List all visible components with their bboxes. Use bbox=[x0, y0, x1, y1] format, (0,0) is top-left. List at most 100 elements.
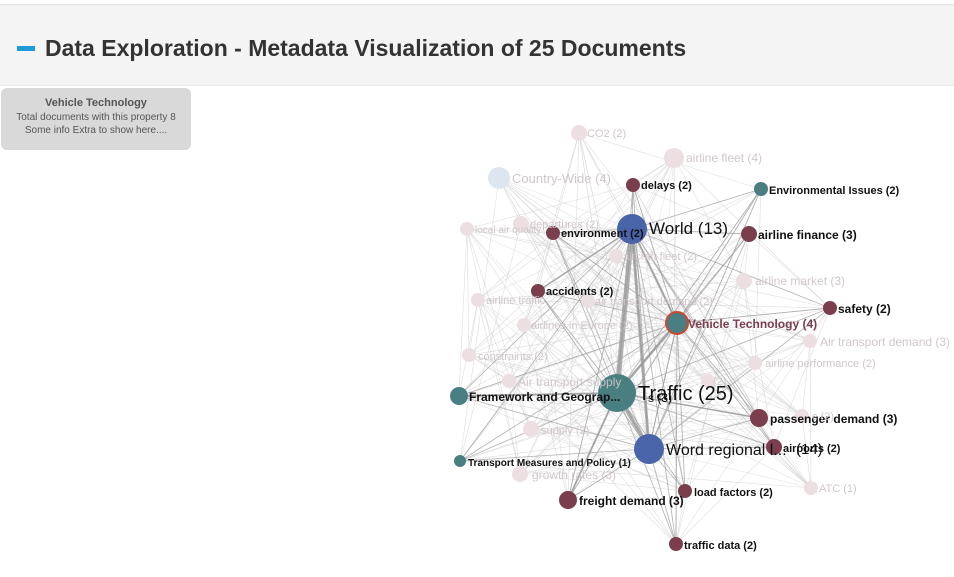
graph-edge bbox=[537, 290, 756, 364]
page-title: Data Exploration - Metadata Visualizatio… bbox=[45, 35, 687, 61]
graph-edge bbox=[614, 228, 635, 394]
graph-edge bbox=[519, 448, 650, 475]
node-airline-finance[interactable] bbox=[741, 226, 757, 242]
node-airports[interactable] bbox=[766, 439, 782, 455]
graph-edge bbox=[459, 228, 633, 462]
node-faded-right[interactable] bbox=[795, 409, 809, 423]
graph-edge bbox=[675, 490, 686, 545]
node-transport-measures[interactable] bbox=[454, 455, 466, 467]
graph-edge bbox=[552, 232, 678, 324]
graph-edge bbox=[552, 232, 750, 235]
graph-edge bbox=[567, 322, 678, 501]
graph-edge bbox=[477, 299, 677, 545]
node-growth-rates[interactable] bbox=[512, 466, 528, 482]
graph-edge bbox=[530, 322, 678, 430]
graph-edge bbox=[648, 157, 675, 450]
graph-edge bbox=[523, 324, 650, 450]
node-word-regional[interactable] bbox=[634, 434, 664, 464]
graph-edge bbox=[648, 446, 775, 450]
node-air-transport-demand-2[interactable] bbox=[581, 294, 595, 308]
node-load-factors[interactable] bbox=[678, 484, 692, 498]
graph-edge bbox=[567, 362, 756, 501]
menu-toggle-icon[interactable] bbox=[17, 46, 35, 51]
graph-edge bbox=[459, 460, 812, 489]
graph-edge bbox=[477, 299, 618, 394]
node-label-departures: departures (2) bbox=[530, 219, 599, 231]
graph-edge bbox=[648, 362, 756, 450]
graph-edge bbox=[498, 177, 678, 324]
graph-edge bbox=[631, 228, 803, 417]
node-airlines-in-europe[interactable] bbox=[517, 318, 531, 332]
graph-edge bbox=[498, 177, 633, 230]
node-label-delays: delays (2) bbox=[641, 180, 692, 192]
graph-edge bbox=[648, 340, 811, 450]
node-traffic-data[interactable] bbox=[669, 537, 683, 551]
node-label-framework: Framework and Geograp... bbox=[469, 390, 620, 404]
node-airline-performance[interactable] bbox=[748, 356, 762, 370]
node-departures[interactable] bbox=[513, 216, 529, 232]
node-environmental-issues[interactable] bbox=[754, 182, 768, 196]
node-label-transport-measures: Transport Measures and Policy (1) bbox=[468, 458, 631, 469]
graph-edge bbox=[537, 228, 633, 292]
graph-edge bbox=[458, 299, 479, 397]
graph-edge bbox=[707, 380, 803, 417]
graph-edge bbox=[468, 322, 678, 356]
graph-edge bbox=[523, 188, 762, 326]
node-label-load-factors: load factors (2) bbox=[694, 487, 773, 499]
node-label-freight-demand: freight demand (3) bbox=[579, 494, 684, 508]
node-country-wide[interactable] bbox=[488, 167, 510, 189]
graph-edge bbox=[468, 354, 618, 394]
graph-edge bbox=[631, 228, 811, 342]
node-world[interactable] bbox=[617, 214, 647, 244]
node-airline-traffic[interactable] bbox=[471, 293, 485, 307]
node-constraints[interactable] bbox=[462, 348, 476, 362]
graph-edge bbox=[616, 280, 745, 394]
graph-edge bbox=[616, 392, 760, 419]
graph-edge bbox=[458, 395, 650, 450]
graph-edge bbox=[508, 380, 650, 450]
graph-edge bbox=[673, 157, 678, 324]
graph-edge bbox=[520, 223, 589, 302]
tooltip-line-1: Total documents with this property 8 bbox=[16, 112, 176, 123]
graph-edge bbox=[477, 232, 554, 301]
node-supply[interactable] bbox=[523, 421, 539, 437]
node-local-air-quality[interactable] bbox=[460, 222, 474, 236]
graph-edge bbox=[508, 380, 532, 430]
graph-edge bbox=[801, 415, 812, 489]
graph-edge bbox=[530, 428, 650, 450]
graph-edge bbox=[508, 380, 521, 475]
node-air-transport-supply[interactable] bbox=[502, 374, 516, 388]
graph-edge bbox=[587, 300, 678, 324]
node-label-country-wide: Country-Wide (4) bbox=[512, 171, 611, 186]
tooltip-line-2: Some info Extra to show here.... bbox=[24, 125, 168, 136]
node-label-airline-finance: airline finance (3) bbox=[758, 228, 857, 242]
graph-edge bbox=[459, 223, 522, 462]
node-airline-market[interactable] bbox=[736, 273, 752, 289]
graph-edge bbox=[616, 157, 675, 394]
node-faded-mid[interactable] bbox=[701, 374, 715, 388]
node-airline-fleet[interactable] bbox=[664, 148, 684, 168]
node-freight-demand[interactable] bbox=[559, 491, 577, 509]
node-label-co2: CO2 (2) bbox=[587, 128, 626, 140]
node-label-traffic: Traffic (25) bbox=[638, 383, 734, 405]
node-traffic[interactable] bbox=[598, 374, 636, 412]
node-co2[interactable] bbox=[571, 125, 587, 141]
node-framework[interactable] bbox=[450, 387, 468, 405]
top-divider bbox=[0, 4, 954, 5]
node-aircraft-fleet[interactable] bbox=[609, 249, 623, 263]
node-atc[interactable] bbox=[804, 481, 818, 495]
node-passenger-demand[interactable] bbox=[750, 409, 768, 427]
node-air-transport-demand-3[interactable] bbox=[803, 334, 817, 348]
node-label-airports: airports (2) bbox=[783, 443, 841, 455]
node-delays[interactable] bbox=[626, 178, 640, 192]
node-environment[interactable] bbox=[546, 226, 560, 240]
node-safety[interactable] bbox=[823, 301, 837, 315]
node-label-airline-market: airline market (3) bbox=[755, 274, 845, 288]
node-vehicle-technology[interactable] bbox=[665, 311, 689, 335]
node-label-air-transport-demand-3: Air transport demand (3) bbox=[820, 335, 950, 349]
graph-edge bbox=[676, 322, 811, 342]
graph-edge bbox=[519, 473, 686, 492]
graph-edge bbox=[458, 228, 633, 397]
node-accidents[interactable] bbox=[531, 284, 545, 298]
